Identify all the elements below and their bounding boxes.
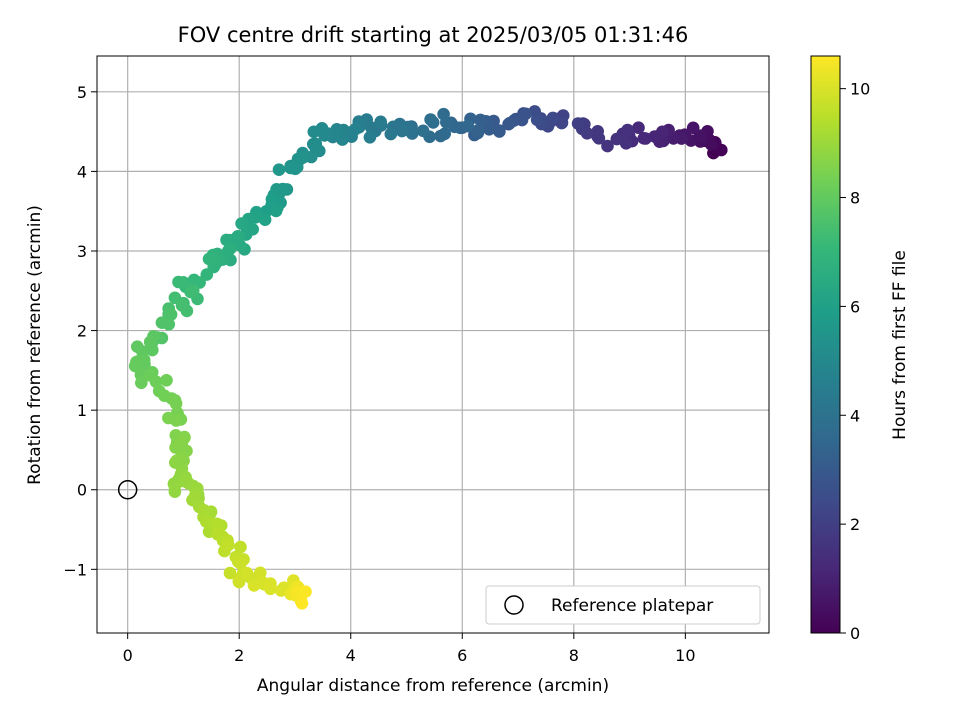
colorbar-tick-label: 6 (850, 297, 860, 316)
data-point (221, 538, 234, 552)
legend-label: Reference platepar (551, 596, 713, 616)
colorbar-label: Hours from first FF file (890, 250, 910, 440)
data-point (232, 230, 246, 243)
data-point (202, 252, 216, 266)
data-point (461, 119, 475, 133)
data-point (686, 121, 700, 135)
y-tick-label: −1 (63, 560, 87, 579)
y-tick-label: 5 (77, 83, 87, 102)
data-point (610, 132, 624, 146)
data-point (416, 124, 430, 138)
data-point (174, 437, 187, 450)
x-tick-label: 10 (675, 646, 695, 665)
colorbar-tick-label: 0 (850, 624, 860, 643)
data-point (170, 414, 183, 427)
data-point (472, 123, 485, 137)
data-point (172, 275, 185, 289)
data-point (235, 217, 248, 230)
x-tick-label: 4 (346, 646, 356, 665)
data-point (307, 125, 321, 139)
legend-marker (504, 595, 524, 615)
data-point (272, 163, 286, 176)
data-point (135, 376, 148, 390)
reference-platepar-marker (117, 479, 138, 500)
grid-lines (97, 56, 769, 633)
data-point (264, 577, 277, 590)
data-point (384, 127, 398, 141)
data-point (210, 517, 224, 531)
data-point (155, 316, 169, 330)
data-point (546, 111, 560, 125)
data-point (374, 115, 388, 129)
data-point (291, 152, 305, 166)
data-point (620, 136, 633, 149)
y-axis-label: Rotation from reference (arcmin) (25, 205, 45, 485)
legend-box (485, 585, 761, 625)
colorbar-tick-label: 4 (850, 406, 860, 425)
data-point (503, 116, 516, 130)
x-tick-label: 6 (457, 646, 467, 665)
colorbar (810, 55, 841, 634)
data-point (637, 132, 651, 145)
plot-frame (96, 55, 770, 634)
data-point (240, 566, 254, 580)
y-tick-label: 4 (77, 162, 87, 181)
colorbar-tick-label: 8 (850, 189, 860, 208)
y-axis-ticks: −1 0 1 2 3 4 5 (63, 83, 97, 579)
data-point (247, 579, 261, 592)
x-axis-ticks: 0 2 4 6 8 10 (123, 633, 696, 665)
data-point (169, 397, 183, 411)
data-point (224, 242, 237, 255)
data-point (299, 585, 312, 598)
data-point (295, 597, 309, 610)
data-point (601, 139, 614, 153)
data-point (349, 122, 362, 136)
y-tick-label: 2 (77, 322, 87, 341)
data-point (160, 374, 173, 387)
data-point (571, 117, 585, 130)
data-point (175, 299, 189, 312)
data-point (493, 124, 506, 137)
data-point (336, 133, 349, 146)
x-axis-label: Angular distance from reference (arcmin) (257, 676, 609, 696)
data-point (474, 113, 487, 127)
colorbar-tick-label: 2 (850, 515, 860, 534)
y-tick-label: 3 (77, 242, 87, 261)
y-tick-label: 1 (77, 401, 87, 420)
data-point (269, 204, 283, 218)
data-point (223, 566, 237, 580)
data-point (632, 121, 645, 134)
data-point (530, 113, 544, 127)
chart-title: FOV centre drift starting at 2025/03/05 … (178, 23, 689, 47)
x-tick-label: 0 (123, 646, 133, 665)
data-point (591, 130, 604, 143)
data-point (621, 123, 634, 137)
data-point (186, 284, 200, 298)
scatter-points (128, 105, 728, 610)
data-point (143, 335, 157, 349)
x-tick-label: 2 (234, 646, 244, 665)
data-point (234, 557, 247, 570)
data-point (164, 308, 178, 321)
legend: Reference platepar (485, 585, 761, 625)
data-point (232, 575, 246, 589)
colorbar-ticks: 0 2 4 6 8 10 (840, 80, 870, 643)
x-tick-label: 8 (569, 646, 579, 665)
data-point (437, 107, 450, 121)
y-tick-label: 0 (77, 481, 87, 500)
colorbar-tick-label: 10 (850, 80, 870, 99)
data-point (289, 162, 302, 176)
data-point (234, 540, 247, 554)
data-point (363, 131, 377, 144)
data-point (424, 113, 437, 126)
data-point (434, 129, 447, 143)
